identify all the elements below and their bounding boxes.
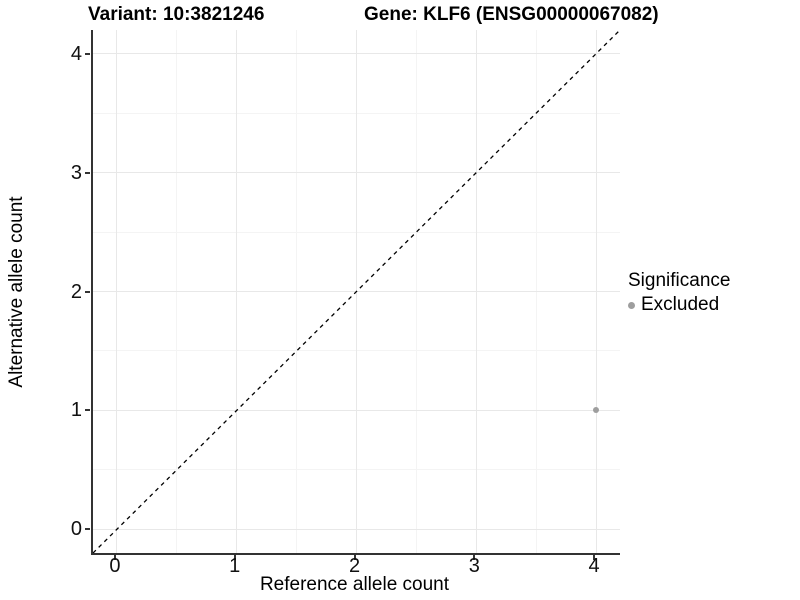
x-tick-label: 0: [109, 555, 121, 577]
x-tick-mark: [233, 555, 236, 560]
legend-title: Significance: [628, 270, 731, 291]
x-tick-mark: [593, 555, 596, 560]
y-tick-label: 4: [70, 42, 82, 65]
y-tick-mark: [85, 290, 90, 293]
x-tick-mark: [353, 555, 356, 560]
x-tick-label: 2: [348, 555, 361, 577]
y-tick-label: 1: [70, 399, 82, 422]
y-tick-label: 0: [70, 518, 82, 541]
x-tick-label: 3: [468, 555, 480, 577]
legend-item-excluded: Excluded: [628, 294, 730, 316]
data-point: [593, 407, 600, 414]
y-tick-mark: [85, 171, 90, 174]
x-tick-mark: [113, 555, 116, 560]
plot-title-variant: Variant: 10:3821246: [88, 4, 265, 25]
y-axis-title: Alternative allele count: [6, 196, 27, 388]
gridline-y-major: [93, 53, 620, 55]
y-tick-label: 3: [70, 161, 82, 184]
y-tick-mark: [85, 409, 90, 412]
plot-panel: [91, 30, 620, 555]
x-axis-title: Reference allele count: [259, 574, 450, 595]
identity-line: [93, 30, 620, 553]
plot-title-gene: Gene: KLF6 (ENSG00000067082): [364, 4, 659, 25]
gridline-y-major: [93, 409, 620, 411]
gridline-y-major: [93, 528, 620, 530]
legend-key-dot-icon: [628, 301, 635, 309]
legend-item-label: Excluded: [641, 294, 720, 315]
x-tick-label: 1: [229, 555, 241, 577]
x-tick-mark: [473, 555, 476, 560]
x-tick-label: 4: [588, 555, 600, 577]
gridline-y-major: [93, 172, 620, 174]
legend: Significance Excluded: [628, 270, 730, 316]
y-tick-mark: [85, 52, 90, 55]
y-tick-mark: [85, 528, 90, 531]
y-tick-label: 2: [70, 280, 82, 303]
